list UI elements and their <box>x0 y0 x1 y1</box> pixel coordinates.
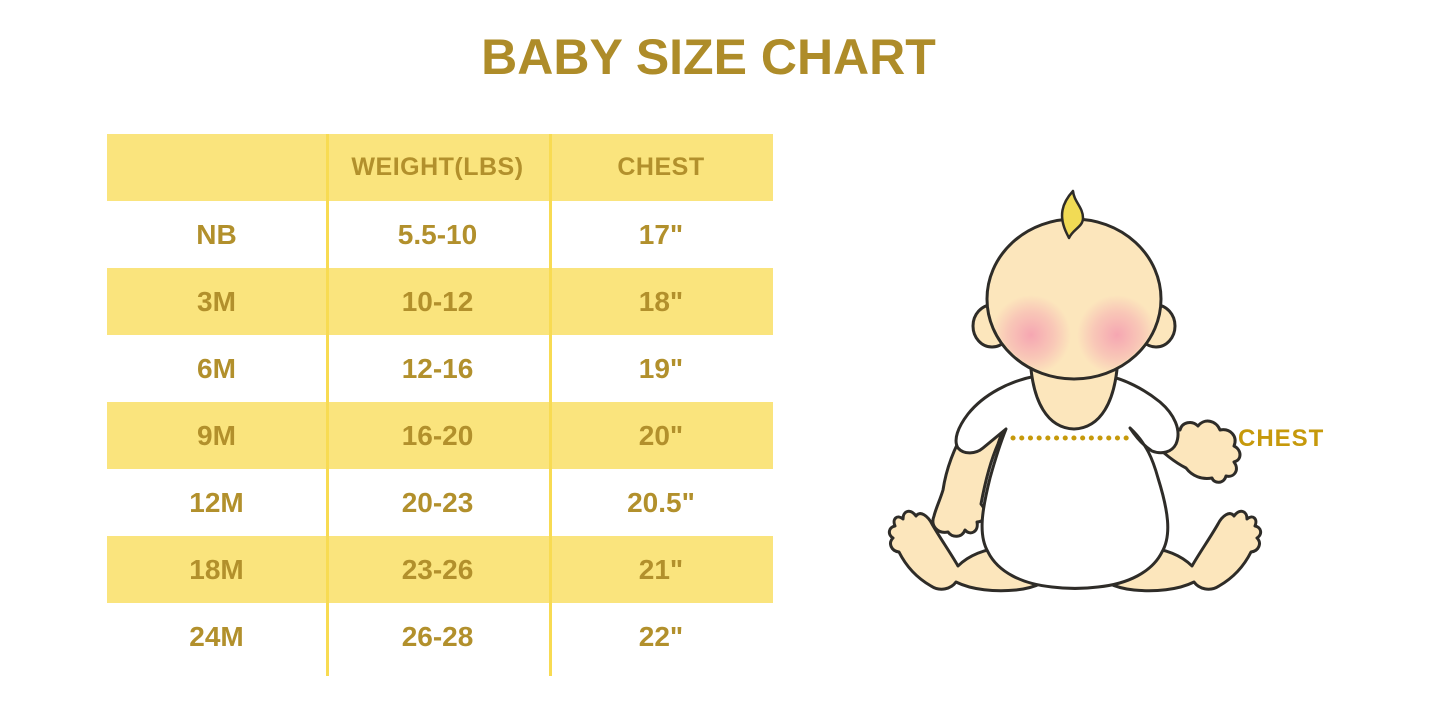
table-row: 3M 10-12 18" <box>107 268 773 335</box>
chest-cell: 17" <box>638 218 684 250</box>
baby-cheek-left <box>991 295 1071 375</box>
size-cell: NB <box>196 218 237 250</box>
table-row: 18M 23-26 21" <box>107 536 773 603</box>
weight-cell: 26-28 <box>401 620 474 652</box>
chest-cell: 20" <box>638 419 684 451</box>
page-title: BABY SIZE CHART <box>481 29 936 85</box>
header-chest: CHEST <box>549 134 773 201</box>
baby-left-arm <box>931 426 1005 538</box>
table-row: NB 5.5-10 17" <box>107 201 773 268</box>
size-cell: 3M <box>197 285 236 317</box>
size-table-body: NB 5.5-10 17" 3M 10-12 18" 6M 12-16 19" 9M 16-20 20… <box>107 201 773 670</box>
baby-illustration <box>887 189 1263 593</box>
size-cell: 24M <box>189 620 244 652</box>
header-row: WEIGHT(LBS) CHEST <box>107 134 773 201</box>
header-weight: WEIGHT(LBS) <box>326 134 549 201</box>
size-chart-table-wrap: WEIGHT(LBS) CHEST NB 5.5-10 17" 3M 10-12 18" 6… <box>107 134 773 670</box>
weight-cell: 10-12 <box>401 285 474 317</box>
size-cell: 18M <box>189 553 244 585</box>
baby-head <box>985 217 1163 381</box>
column-separator <box>326 134 329 676</box>
chest-cell: 22" <box>638 620 684 652</box>
chest-cell: 21" <box>638 553 684 585</box>
size-cell: 6M <box>197 352 236 384</box>
weight-cell: 23-26 <box>401 553 474 585</box>
column-separator <box>549 134 552 676</box>
header-size <box>107 134 326 201</box>
weight-cell: 16-20 <box>401 419 474 451</box>
chest-cell: 20.5" <box>627 486 695 518</box>
table-row: 6M 12-16 19" <box>107 335 773 402</box>
size-cell: 9M <box>197 419 236 451</box>
table-row: 12M 20-23 20.5" <box>107 469 773 536</box>
chest-cell: 18" <box>638 285 684 317</box>
chest-cell: 19" <box>638 352 684 384</box>
baby-hair-tuft <box>1060 189 1085 240</box>
weight-cell: 12-16 <box>401 352 474 384</box>
baby-onesie <box>954 374 1180 590</box>
baby-cheek-right <box>1077 295 1157 375</box>
weight-cell: 20-23 <box>401 486 474 518</box>
size-cell: 12M <box>189 486 244 518</box>
chest-label: CHEST <box>1238 425 1325 452</box>
table-row: 9M 16-20 20" <box>107 402 773 469</box>
weight-cell: 5.5-10 <box>397 218 478 250</box>
size-chart-table: WEIGHT(LBS) CHEST NB 5.5-10 17" 3M 10-12 18" 6… <box>107 134 773 670</box>
table-row: 24M 26-28 22" <box>107 603 773 670</box>
